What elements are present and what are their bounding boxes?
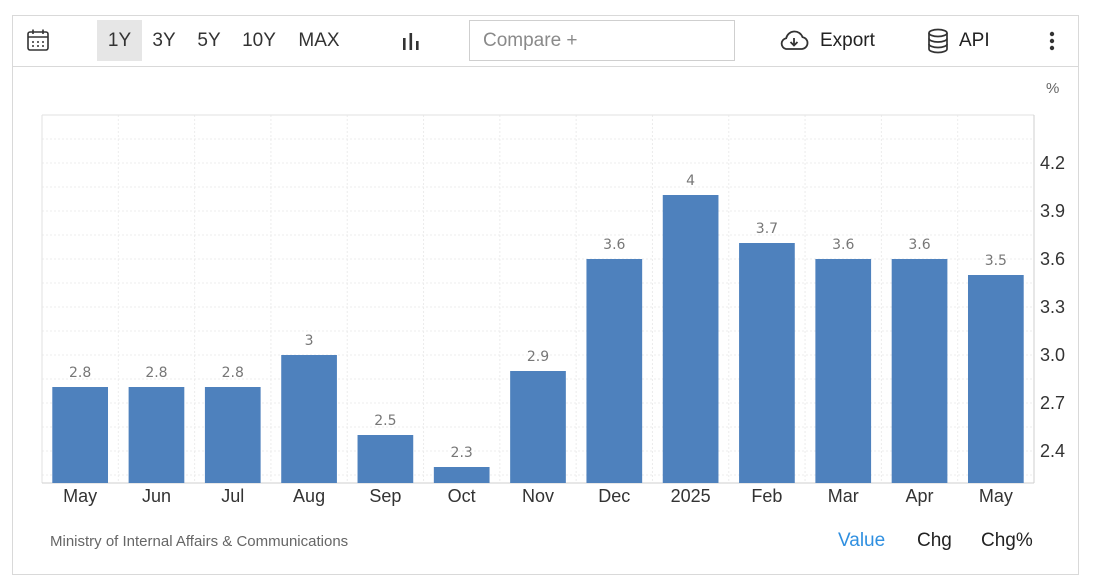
- bars: [52, 195, 1024, 483]
- x-tick-label: Dec: [598, 486, 630, 506]
- x-tick-label: Feb: [751, 486, 782, 506]
- range-1y-button[interactable]: 1Y: [97, 20, 142, 61]
- data-label: 3.5: [985, 253, 1007, 269]
- y-tick-label: 2.4: [1040, 441, 1065, 461]
- data-label: 2.9: [527, 349, 549, 365]
- range-10y-button[interactable]: 10Y: [242, 29, 276, 51]
- compare-input[interactable]: Compare +: [469, 20, 735, 61]
- range-3y-button[interactable]: 3Y: [152, 29, 176, 51]
- bar-chart: 2.8 2.8 2.8 3 2.5 2.3 2.9 3.6 4 3.7 3.6 3.6 3.5 May J…: [41, 114, 1065, 506]
- data-label: 3.6: [832, 237, 854, 253]
- api-label: API: [959, 30, 990, 51]
- cloud-download-icon: [778, 29, 810, 53]
- data-source: Ministry of Internal Affairs & Communica…: [50, 533, 349, 550]
- y-axis-unit: %: [1046, 80, 1060, 97]
- bar: [891, 259, 948, 483]
- y-tick-label: 2.7: [1040, 393, 1065, 413]
- x-axis-ticks: May Jun Jul Aug Sep Oct Nov Dec 2025 Feb Mar Apr May: [63, 486, 1013, 506]
- bar: [967, 275, 1024, 483]
- x-tick-label: 2025: [671, 486, 711, 506]
- bar: [662, 195, 719, 483]
- x-tick-label: May: [63, 486, 97, 506]
- bar: [128, 387, 185, 483]
- data-label: 3: [305, 333, 314, 349]
- data-label: 3.6: [603, 237, 625, 253]
- chart-toolbar: 1Y 3Y 5Y 10Y MAX Compare + Export: [12, 15, 1079, 67]
- data-label: 2.3: [451, 445, 473, 461]
- y-tick-label: 3.0: [1040, 345, 1065, 365]
- x-tick-label: May: [979, 486, 1013, 506]
- x-tick-label: Sep: [369, 486, 401, 506]
- database-icon: [927, 28, 949, 54]
- bar: [510, 371, 566, 483]
- y-tick-label: 3.3: [1040, 297, 1065, 317]
- x-tick-label: Jun: [142, 486, 171, 506]
- x-tick-label: Mar: [828, 486, 859, 506]
- calendar-icon[interactable]: [24, 25, 52, 55]
- bar: [204, 387, 261, 483]
- x-tick-label: Aug: [293, 486, 325, 506]
- data-label: 2.5: [374, 413, 396, 429]
- bar: [281, 355, 337, 483]
- x-tick-label: Apr: [906, 486, 934, 506]
- data-label: 4: [686, 173, 695, 189]
- y-tick-label: 3.6: [1040, 249, 1065, 269]
- x-tick-label: Jul: [221, 486, 244, 506]
- bar: [586, 259, 643, 483]
- data-label: 2.8: [69, 365, 91, 381]
- data-label: 3.6: [908, 237, 930, 253]
- bar: [739, 243, 795, 483]
- x-tick-label: Nov: [522, 486, 554, 506]
- range-5y-button[interactable]: 5Y: [197, 29, 221, 51]
- vertical-dots-icon[interactable]: [1042, 27, 1062, 55]
- x-tick-label: Oct: [448, 486, 476, 506]
- data-label: 2.8: [145, 365, 167, 381]
- bar: [815, 259, 872, 483]
- tab-value[interactable]: Value: [838, 530, 886, 551]
- bar: [433, 467, 490, 483]
- bar-chart-icon[interactable]: [397, 27, 425, 55]
- bar: [357, 435, 414, 483]
- y-tick-label: 4.2: [1040, 153, 1065, 173]
- export-button[interactable]: Export: [778, 23, 875, 59]
- bar: [52, 387, 109, 483]
- data-label: 2.8: [222, 365, 244, 381]
- data-label: 3.7: [756, 221, 778, 237]
- y-tick-label: 3.9: [1040, 201, 1065, 221]
- export-label: Export: [820, 30, 875, 51]
- y-axis-ticks: 2.4 2.7 3.0 3.3 3.6 3.9 4.2: [1040, 153, 1065, 461]
- tab-chg[interactable]: Chg: [917, 530, 952, 551]
- tab-chg-percent[interactable]: Chg%: [981, 530, 1033, 551]
- data-labels: 2.8 2.8 2.8 3 2.5 2.3 2.9 3.6 4 3.7 3.6 3.6 3.5: [69, 173, 1007, 461]
- api-button[interactable]: API: [927, 23, 990, 59]
- range-max-button[interactable]: MAX: [298, 29, 340, 51]
